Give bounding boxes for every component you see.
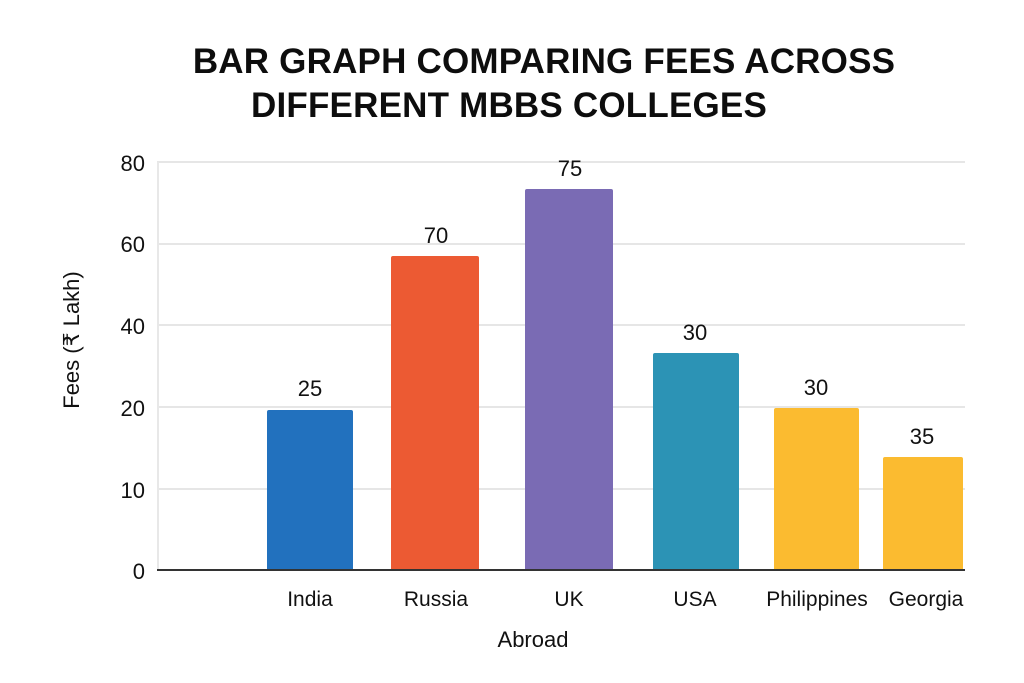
x-axis-label: Abroad xyxy=(497,627,569,652)
x-tick-india: India xyxy=(287,588,333,611)
chart-title-line-2: DIFFERENT MBBS COLLEGES xyxy=(251,86,767,125)
x-tick-philippines: Philippines xyxy=(766,588,868,611)
bar-philippines xyxy=(774,408,859,570)
bar-india xyxy=(267,410,353,570)
y-tick-40: 40 xyxy=(120,314,145,339)
value-label-uk: 75 xyxy=(557,156,583,181)
x-tick-georgia: Georgia xyxy=(888,588,964,611)
y-tick-10: 10 xyxy=(120,478,145,503)
value-label-georgia: 35 xyxy=(909,424,935,449)
y-axis-label: Fees (₹ Lakh) xyxy=(59,271,84,409)
x-tick-russia: Russia xyxy=(403,588,469,611)
gridline-80 xyxy=(157,161,965,163)
chart-title: BAR GRAPH COMPARING FEES ACROSS DIFFEREN… xyxy=(0,40,1024,128)
y-tick-0: 0 xyxy=(132,559,145,584)
y-tick-20: 20 xyxy=(120,396,145,421)
y-axis-line xyxy=(157,162,159,570)
value-label-philippines: 30 xyxy=(803,375,829,400)
value-label-india: 25 xyxy=(297,376,323,401)
x-tick-usa: USA xyxy=(673,588,717,611)
bar-usa xyxy=(653,353,739,570)
bar-uk xyxy=(525,189,613,570)
bar-georgia xyxy=(883,457,963,570)
x-axis-line xyxy=(157,569,965,571)
y-tick-60: 60 xyxy=(120,232,145,257)
bar-russia xyxy=(391,256,479,570)
x-tick-uk: UK xyxy=(554,588,584,611)
y-tick-80: 80 xyxy=(120,151,145,176)
value-label-usa: 30 xyxy=(682,320,708,345)
chart-title-line-1: BAR GRAPH COMPARING FEES ACROSS xyxy=(192,42,896,81)
value-label-russia: 70 xyxy=(423,223,449,248)
